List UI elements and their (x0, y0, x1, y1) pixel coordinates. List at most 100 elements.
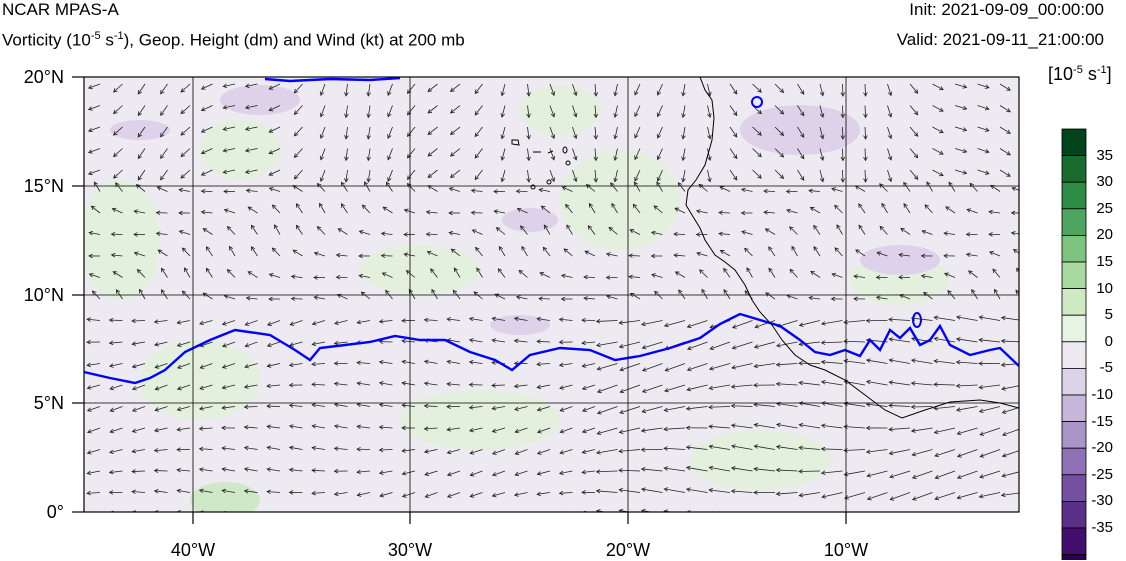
wind-arrow (1023, 127, 1031, 136)
wind-arrowhead (492, 514, 496, 518)
wind-arrowhead (448, 515, 452, 519)
lon-label-30w: 30°W (370, 540, 450, 561)
colorbar-label: 15 (1083, 253, 1113, 270)
wind-arrowhead (358, 515, 362, 519)
colorbar-label: 35 (1083, 147, 1113, 164)
wind-arrow (1023, 106, 1031, 115)
lat-label-10n: 10°N (4, 285, 64, 306)
wind-arrow (845, 514, 865, 521)
colorbar-label: 25 (1083, 200, 1113, 217)
wind-arrow (629, 255, 640, 256)
wind-arrowhead (754, 514, 758, 518)
wind-arrowhead (1002, 512, 1006, 516)
wind-arrow (1023, 149, 1031, 158)
colorbar-label: 0 (1083, 333, 1113, 350)
wind-arrowhead (312, 514, 316, 518)
colorbar-label: -5 (1083, 359, 1113, 376)
lon-label-10w: 10°W (806, 540, 886, 561)
wind-arrow (539, 298, 550, 299)
lat-label-5n: 5°N (4, 393, 64, 414)
wind-arrowhead (290, 513, 294, 517)
wind-arrow (935, 514, 955, 519)
wind-arrow (132, 471, 145, 472)
wind-arrow (674, 234, 685, 235)
wind-arrowhead (1027, 89, 1031, 93)
colorbar-label: -10 (1083, 386, 1113, 403)
colorbar-label: -20 (1083, 439, 1113, 456)
wind-arrow (912, 514, 932, 520)
colorbar-label: 5 (1083, 306, 1113, 323)
wind-arrowhead (777, 516, 781, 520)
lat-label-0: 0° (4, 502, 64, 523)
wind-arrowhead (800, 517, 804, 521)
wind-arrow (492, 514, 505, 516)
colorbar-box (1062, 555, 1086, 560)
wind-arrowhead (1027, 175, 1031, 179)
wind-arrowhead (470, 514, 474, 518)
wind-arrow (403, 514, 415, 518)
wind-arrow (777, 514, 798, 518)
wind-arrow (448, 514, 460, 518)
wind-arrowhead (267, 513, 271, 517)
wind-arrow (754, 514, 775, 517)
wind-arrowhead (1027, 111, 1031, 115)
colorbar-label: 30 (1083, 173, 1113, 190)
colorbar-label: -15 (1083, 413, 1113, 430)
wind-arrow (1023, 170, 1031, 179)
wind-arrowhead (1027, 132, 1031, 136)
wind-arrowhead (912, 517, 916, 521)
lat-label-15n: 15°N (4, 176, 64, 197)
colorbar-label: -25 (1083, 466, 1113, 483)
wind-arrow (732, 514, 753, 515)
lon-label-40w: 40°W (153, 540, 233, 561)
unit-exponent-2: -1 (1097, 64, 1107, 76)
wind-arrow (709, 513, 730, 514)
wind-arrow (425, 514, 437, 518)
wind-arrow (890, 514, 910, 521)
wind-arrow (582, 512, 595, 514)
wind-arrow (800, 514, 820, 520)
colorbar-label: -30 (1083, 492, 1113, 509)
wind-arrow (719, 212, 730, 213)
unit-suffix: ] (1107, 64, 1112, 84)
wind-arrow (110, 513, 123, 514)
lat-label-20n: 20°N (4, 67, 64, 88)
wind-arrow (132, 321, 145, 322)
wind-arrow (492, 385, 505, 386)
wind-arrow (957, 514, 978, 517)
lon-label-20w: 20°W (588, 540, 668, 561)
wind-arrowhead (425, 515, 429, 519)
wind-arrowhead (1027, 154, 1031, 158)
wind-arrow (335, 514, 348, 517)
wind-arrowhead (890, 518, 894, 522)
wind-arrow (823, 514, 843, 520)
wind-arrow (515, 514, 528, 515)
wind-arrow (584, 277, 595, 278)
wind-arrow (267, 514, 280, 515)
wind-arrowhead (935, 516, 939, 520)
wind-arrow (822, 449, 843, 450)
unit-mid: s (1083, 64, 1097, 84)
wind-arrowhead (380, 515, 384, 519)
unit-prefix: [10 (1048, 64, 1073, 84)
wind-arrow (312, 514, 325, 517)
wind-arrow (87, 513, 100, 514)
wind-arrow (290, 514, 303, 516)
wind-arrowhead (979, 514, 983, 518)
colorbar-label: 10 (1083, 280, 1113, 297)
wind-arrowhead (537, 512, 541, 516)
colorbar-label: 20 (1083, 226, 1113, 243)
wind-arrowhead (823, 518, 827, 522)
wind-arrow (560, 513, 573, 514)
wind-arrow (358, 514, 370, 518)
wind-arrow (764, 191, 775, 192)
colorbar-label: -35 (1083, 519, 1113, 536)
wind-arrowhead (335, 515, 339, 519)
wind-arrow (245, 407, 258, 408)
wind-arrowhead (515, 513, 519, 517)
colorbar-unit: [10-5 s-1] (1048, 64, 1112, 85)
wind-arrow (222, 513, 235, 514)
wind-arrow (934, 384, 955, 385)
wind-arrowhead (403, 515, 407, 519)
